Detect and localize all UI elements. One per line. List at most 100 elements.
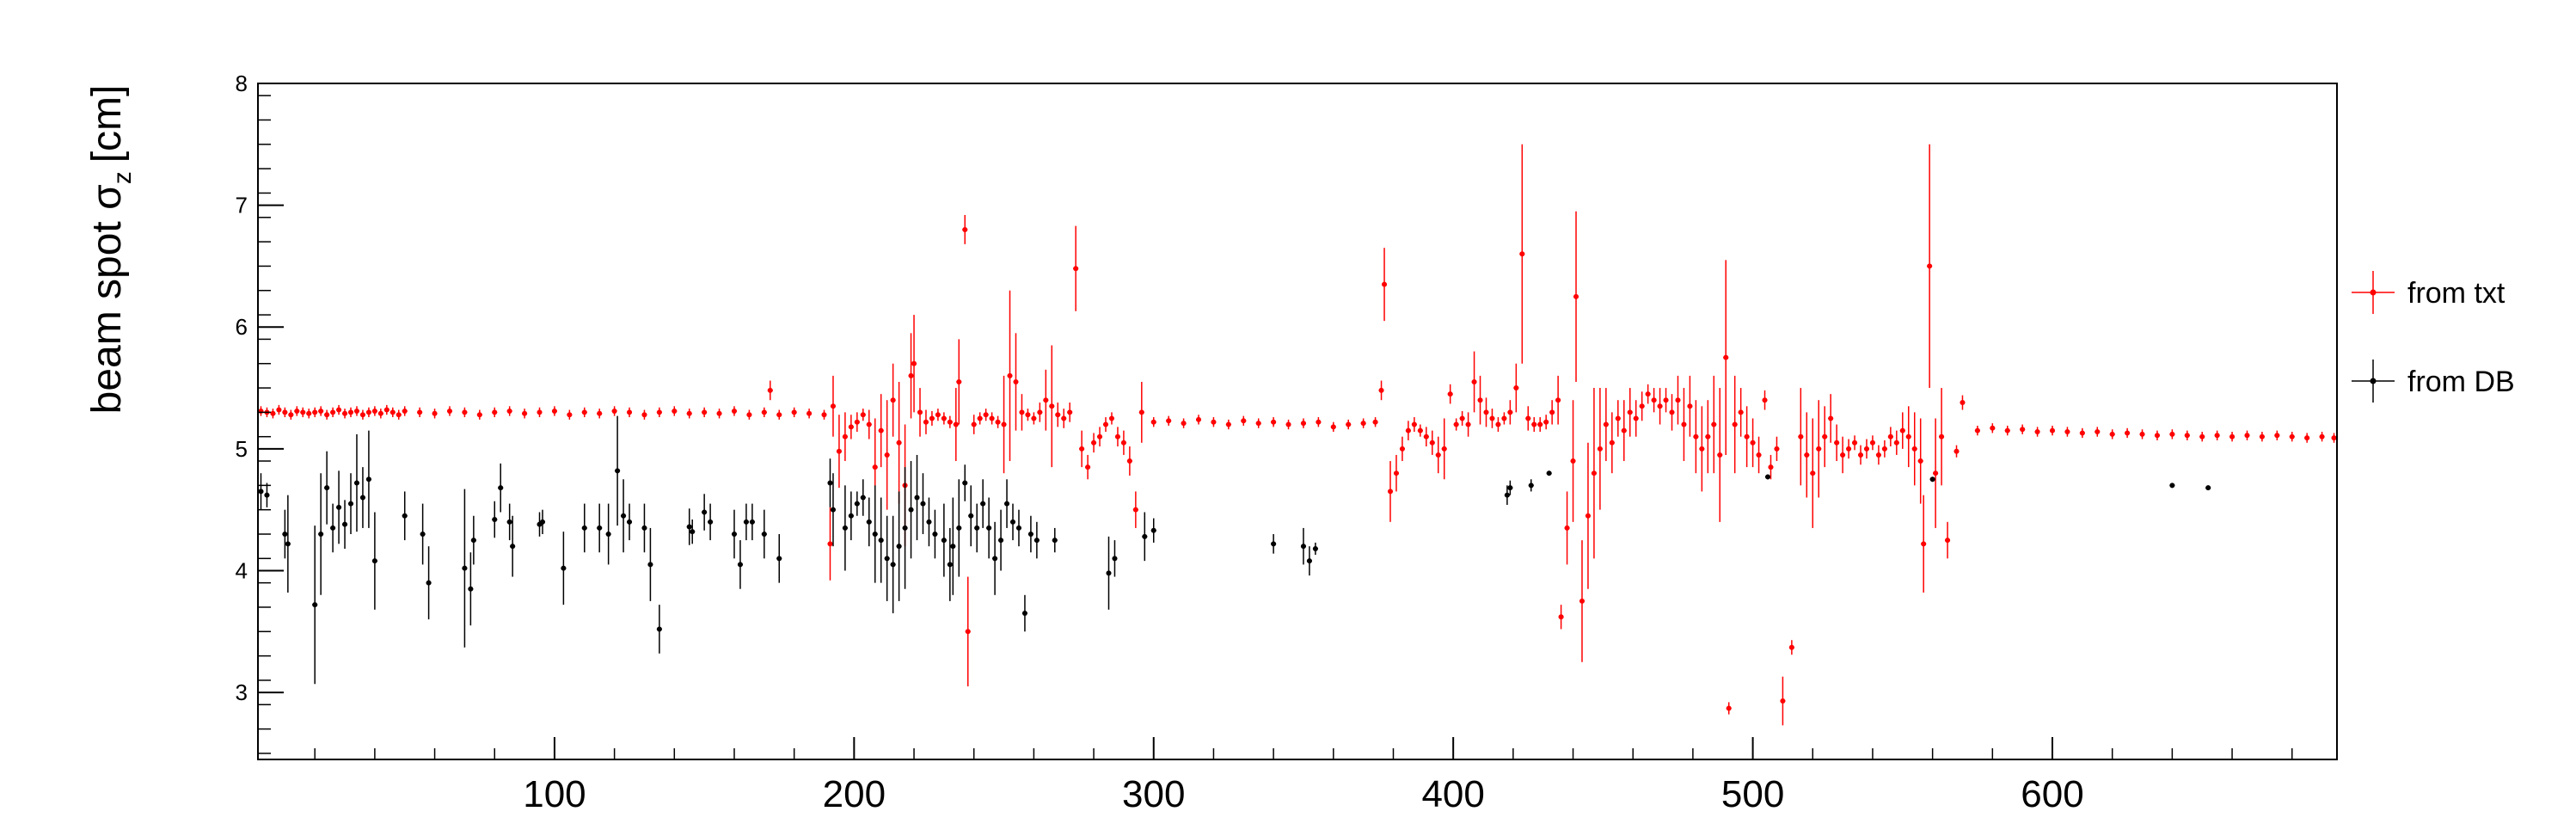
marker — [950, 544, 956, 550]
marker — [288, 412, 294, 418]
legend-label: from DB — [2407, 366, 2515, 398]
marker — [708, 519, 714, 525]
data-point — [953, 388, 959, 462]
marker — [330, 409, 336, 415]
marker — [2229, 433, 2236, 440]
marker — [1840, 452, 1846, 458]
data-point — [1067, 403, 1073, 422]
y-axis-title: beam spot σz [cm] — [84, 85, 137, 415]
marker — [2004, 427, 2010, 433]
data-point — [672, 406, 678, 416]
marker — [767, 387, 773, 393]
marker — [1043, 397, 1049, 403]
data-point — [377, 409, 383, 419]
data-point — [1483, 397, 1489, 427]
x-tick-label: 500 — [1721, 773, 1784, 815]
data-point — [1271, 417, 1277, 427]
data-point — [353, 406, 359, 416]
data-point — [884, 515, 890, 601]
data-point — [383, 404, 389, 415]
marker — [935, 412, 941, 418]
data-point — [968, 485, 974, 547]
data-point — [746, 409, 752, 420]
marker — [371, 408, 377, 414]
data-point — [2169, 429, 2175, 440]
series-from-db — [258, 415, 2211, 685]
marker — [627, 519, 633, 525]
marker — [896, 440, 902, 446]
marker — [462, 409, 468, 415]
marker — [926, 519, 932, 525]
data-point — [1546, 470, 1552, 476]
data-point — [842, 485, 848, 571]
marker — [761, 532, 767, 537]
data-point — [1939, 388, 1945, 486]
data-point — [551, 406, 557, 416]
data-point — [627, 503, 633, 541]
marker — [2289, 433, 2295, 440]
data-point — [761, 407, 767, 418]
data-point — [462, 489, 468, 648]
marker — [1459, 415, 1465, 421]
data-point — [941, 412, 947, 425]
marker — [383, 407, 389, 413]
data-point — [878, 497, 884, 583]
marker — [1052, 538, 1058, 544]
data-point — [731, 406, 737, 416]
data-point — [647, 527, 653, 601]
marker — [294, 408, 300, 414]
data-point — [389, 407, 396, 418]
marker — [1893, 440, 1899, 446]
data-point — [324, 409, 330, 420]
marker — [377, 410, 383, 416]
plot-area — [258, 144, 2337, 726]
marker — [1393, 470, 1399, 476]
marker — [1639, 403, 1645, 409]
data-point — [1911, 412, 1917, 486]
marker — [1788, 644, 1794, 650]
marker — [962, 226, 968, 232]
marker — [1019, 409, 1025, 415]
data-point — [836, 415, 842, 489]
marker — [1579, 598, 1585, 604]
data-point — [1846, 439, 1852, 459]
data-point — [1905, 406, 1911, 468]
data-point — [848, 415, 854, 440]
data-point — [258, 406, 264, 416]
legend: from txt from DB — [2352, 271, 2515, 403]
marker — [686, 524, 692, 530]
data-point — [539, 509, 545, 534]
marker — [1255, 421, 1261, 427]
data-point — [1899, 412, 1905, 449]
data-point — [914, 454, 920, 541]
marker — [1945, 538, 1951, 544]
marker — [476, 412, 482, 418]
data-point — [581, 503, 587, 553]
marker — [1887, 433, 1893, 440]
marker — [1025, 412, 1031, 418]
data-point — [348, 407, 354, 418]
data-point — [1788, 640, 1794, 655]
data-point — [1893, 430, 1899, 455]
marker — [1382, 281, 1388, 287]
marker — [1495, 421, 1501, 427]
marker — [597, 525, 603, 531]
data-point — [1768, 454, 1774, 480]
data-point — [1477, 375, 1483, 425]
data-point — [1255, 418, 1261, 428]
marker — [1441, 446, 1447, 452]
data-point — [537, 512, 543, 537]
data-point — [1615, 400, 1621, 437]
data-point — [1004, 479, 1010, 528]
data-point — [1929, 476, 1935, 483]
marker — [1750, 440, 1756, 446]
data-point — [929, 410, 935, 426]
marker — [2331, 435, 2337, 441]
marker — [1079, 446, 1085, 452]
marker — [1300, 421, 1306, 427]
marker — [1549, 409, 1555, 415]
data-point — [1114, 427, 1120, 447]
marker — [1744, 433, 1750, 440]
data-point — [1120, 430, 1126, 455]
marker — [953, 421, 959, 427]
